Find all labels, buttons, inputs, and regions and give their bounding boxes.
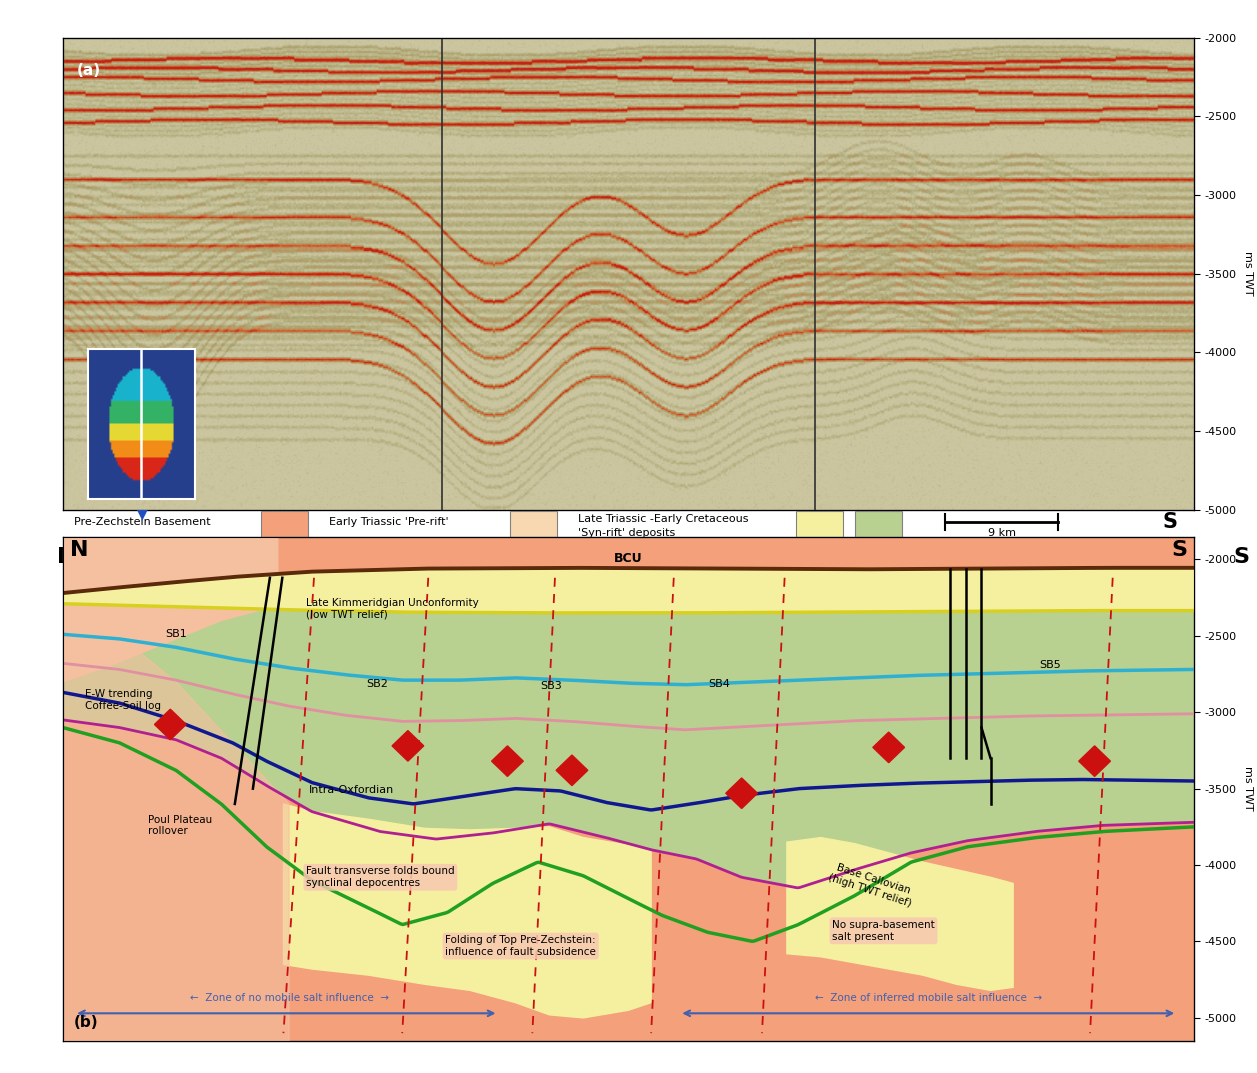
Polygon shape: [787, 838, 1013, 990]
Text: Late Triassic -Early Cretaceous: Late Triassic -Early Cretaceous: [578, 514, 748, 524]
Text: SB3: SB3: [541, 681, 562, 691]
Text: S: S: [1234, 547, 1249, 568]
Text: ←  Zone of no mobile salt influence  →: ← Zone of no mobile salt influence →: [190, 993, 388, 1002]
FancyBboxPatch shape: [796, 511, 843, 536]
Text: Folding of Top Pre-Zechstein:
influence of fault subsidence: Folding of Top Pre-Zechstein: influence …: [445, 936, 596, 957]
Text: ▼: ▼: [137, 508, 147, 521]
Text: Pre-Zechstein Basement: Pre-Zechstein Basement: [74, 517, 211, 527]
Text: BCU: BCU: [615, 553, 642, 565]
Text: Intra-Oxfordian: Intra-Oxfordian: [309, 785, 393, 795]
Polygon shape: [1079, 746, 1110, 777]
Polygon shape: [284, 804, 651, 1018]
FancyBboxPatch shape: [510, 511, 557, 536]
Text: SB5: SB5: [1040, 660, 1061, 670]
Polygon shape: [155, 709, 186, 739]
Polygon shape: [491, 746, 523, 777]
Polygon shape: [63, 568, 1194, 887]
Text: No supra-basement
salt present: No supra-basement salt present: [832, 920, 935, 942]
Text: 'Syn-rift' deposits: 'Syn-rift' deposits: [578, 528, 675, 539]
FancyBboxPatch shape: [855, 511, 903, 536]
Text: Fault transverse folds bound
synclinal depocentres: Fault transverse folds bound synclinal d…: [307, 867, 455, 888]
Text: Base Callovian
(high TWT relief): Base Callovian (high TWT relief): [827, 862, 916, 909]
Polygon shape: [63, 536, 278, 681]
Y-axis label: ms TWT: ms TWT: [1243, 766, 1253, 811]
Text: N: N: [58, 547, 75, 568]
Text: Late Kimmeridgian Unconformity
(low TWT relief): Late Kimmeridgian Unconformity (low TWT …: [307, 599, 479, 620]
Text: SB4: SB4: [708, 679, 730, 689]
Polygon shape: [556, 755, 588, 785]
Text: E-W trending
Coffee-Soil Jog: E-W trending Coffee-Soil Jog: [85, 689, 161, 710]
Polygon shape: [63, 536, 289, 1041]
Text: SB1: SB1: [165, 629, 187, 640]
Text: ←  Zone of inferred mobile salt influence  →: ← Zone of inferred mobile salt influence…: [815, 993, 1042, 1002]
Polygon shape: [872, 732, 905, 763]
Polygon shape: [63, 568, 1194, 613]
Polygon shape: [725, 778, 758, 809]
Text: (b): (b): [74, 1015, 99, 1030]
Y-axis label: ms TWT: ms TWT: [1243, 251, 1253, 296]
Polygon shape: [392, 731, 424, 761]
FancyBboxPatch shape: [261, 511, 308, 536]
Text: (a): (a): [77, 63, 101, 78]
Text: S: S: [1172, 540, 1188, 559]
Text: S: S: [1163, 512, 1178, 532]
Text: N: N: [69, 540, 88, 559]
Text: 9 km: 9 km: [988, 528, 1016, 539]
Text: SB2: SB2: [366, 679, 388, 689]
Text: Poul Plateau
rollover: Poul Plateau rollover: [148, 814, 212, 836]
Text: Early Triassic 'Pre-rift': Early Triassic 'Pre-rift': [329, 517, 449, 527]
